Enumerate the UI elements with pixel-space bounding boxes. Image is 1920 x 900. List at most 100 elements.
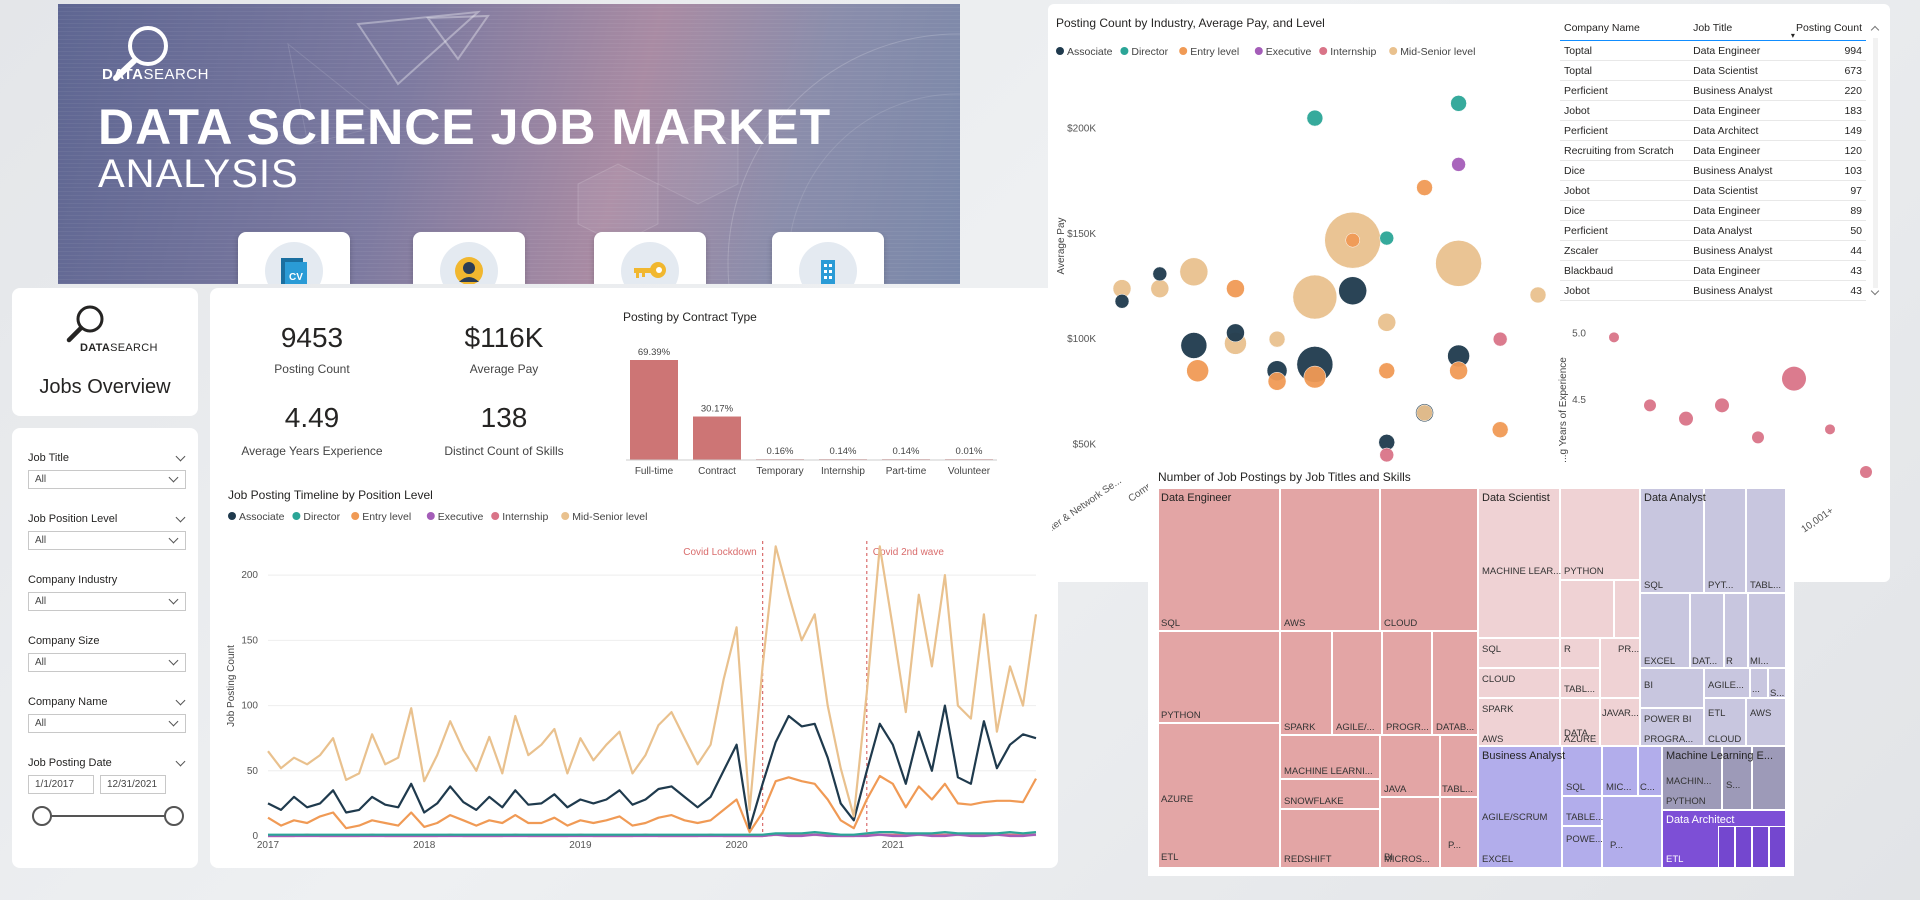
table-row[interactable]: Perficient Business Analyst 220 [1560, 80, 1866, 101]
treemap-cell[interactable] [1280, 735, 1380, 779]
treemap-cell[interactable] [1640, 593, 1690, 668]
treemap-cell[interactable] [1614, 580, 1640, 638]
table-row[interactable]: Zscaler Business Analyst 44 [1560, 240, 1866, 261]
table-row[interactable]: Dice Data Engineer 89 [1560, 200, 1866, 221]
table-row[interactable]: Dice Business Analyst 103 [1560, 160, 1866, 181]
treemap-cell[interactable] [1280, 809, 1380, 868]
scatter-point-entry [1226, 279, 1245, 298]
table-row[interactable]: Perficient Data Architect 149 [1560, 120, 1866, 141]
treemap-cell[interactable] [1562, 796, 1602, 826]
treemap-cell[interactable] [1704, 698, 1746, 746]
treemap-cell[interactable] [1724, 593, 1748, 668]
cv-nav-card[interactable]: CV [238, 232, 350, 284]
table-row[interactable]: Recruiting from Scratch Data Engineer 120 [1560, 140, 1866, 161]
treemap-cell[interactable] [1478, 638, 1560, 668]
treemap-cell[interactable] [1560, 488, 1640, 580]
treemap-cell[interactable] [1432, 631, 1478, 735]
treemap-cell[interactable] [1440, 735, 1478, 797]
chevron-down-icon[interactable] [175, 451, 186, 461]
chevron-down-icon[interactable] [175, 756, 186, 766]
building-nav-card[interactable] [772, 232, 884, 284]
chevron-down-icon[interactable] [175, 512, 186, 522]
table-row[interactable]: Toptal Data Scientist 673 [1560, 60, 1866, 81]
treemap-cell[interactable] [1158, 723, 1280, 868]
treemap-cell[interactable] [1560, 668, 1600, 698]
treemap-cell[interactable] [1640, 488, 1704, 593]
date-slider-end-handle[interactable] [164, 806, 184, 826]
end-date-input[interactable]: 12/31/2021 [100, 775, 166, 794]
treemap-cell[interactable] [1280, 488, 1380, 631]
treemap-cell[interactable] [1690, 593, 1724, 668]
table-row[interactable]: Jobot Data Scientist 97 [1560, 180, 1866, 201]
treemap-cell[interactable] [1748, 593, 1786, 668]
sort-desc-icon[interactable]: ▾ [1790, 31, 1795, 40]
chevron-down-icon[interactable] [175, 695, 186, 705]
table-row[interactable]: Perficient Data Analyst 50 [1560, 220, 1866, 241]
table-row[interactable]: Jobot Business Analyst 43 [1560, 280, 1866, 301]
treemap-cell[interactable] [1718, 826, 1735, 868]
bar-data-label: 0.14% [893, 446, 920, 457]
treemap-cell[interactable] [1280, 779, 1380, 809]
treemap-cell[interactable] [1440, 797, 1478, 868]
company-size-select[interactable]: All [28, 653, 186, 672]
treemap-cell[interactable] [1158, 488, 1280, 631]
treemap-cell[interactable] [1746, 698, 1786, 746]
scroll-down-icon[interactable] [1870, 286, 1880, 298]
treemap-cell[interactable] [1478, 698, 1560, 746]
treemap-cell[interactable] [1158, 631, 1280, 723]
treemap-cell[interactable] [1602, 746, 1638, 796]
treemap-cell[interactable] [1750, 668, 1768, 698]
date-slider-start-handle[interactable] [32, 806, 52, 826]
company-table-container[interactable]: Company Name Job Title Posting Count ▾ Topt… [1560, 18, 1878, 310]
treemap-cell[interactable] [1280, 631, 1332, 735]
treemap-cell[interactable] [1638, 746, 1662, 796]
table-header-posting-count[interactable]: Posting Count ▾ [1784, 18, 1866, 41]
bar-data-label: 0.01% [956, 446, 983, 457]
treemap-cell[interactable] [1746, 488, 1786, 593]
treemap-cell[interactable] [1704, 488, 1746, 593]
table-header-job-title[interactable]: Job Title [1689, 18, 1785, 41]
treemap-cell[interactable] [1722, 746, 1752, 810]
key-nav-card[interactable] [594, 232, 706, 284]
scroll-up-icon[interactable] [1870, 24, 1880, 35]
table-row[interactable]: Blackbaud Data Engineer 43 [1560, 260, 1866, 281]
table-cell: Business Analyst [1689, 280, 1785, 301]
company-name-select[interactable]: All [28, 714, 186, 733]
treemap-cell[interactable] [1662, 746, 1722, 810]
person-nav-card[interactable] [413, 232, 525, 284]
scatter-point-internship [1492, 331, 1508, 347]
treemap-cell[interactable] [1478, 668, 1560, 698]
treemap-cell[interactable] [1640, 708, 1704, 746]
treemap-cell[interactable] [1562, 746, 1602, 796]
treemap-cell[interactable] [1478, 746, 1562, 868]
treemap-cell[interactable] [1332, 631, 1382, 735]
treemap-cell[interactable] [1562, 826, 1602, 868]
table-row[interactable]: Toptal Data Engineer 994 [1560, 40, 1866, 61]
table-header-company-name[interactable]: Company Name [1560, 18, 1690, 41]
treemap-cell[interactable] [1600, 638, 1640, 698]
treemap-cell[interactable] [1769, 826, 1786, 868]
date-slider-track[interactable] [40, 815, 172, 817]
treemap-cell[interactable] [1478, 488, 1560, 638]
start-date-input[interactable]: 1/1/2017 [28, 775, 94, 794]
job-title-select[interactable]: All [28, 470, 186, 489]
treemap-cell[interactable] [1640, 668, 1704, 708]
treemap-cell[interactable] [1380, 735, 1440, 797]
treemap-cell[interactable] [1752, 826, 1769, 868]
treemap-cell[interactable] [1602, 796, 1662, 868]
treemap-cell[interactable] [1380, 797, 1440, 868]
table-scrollbar[interactable] [1873, 38, 1878, 288]
treemap-cell[interactable] [1560, 580, 1614, 638]
treemap-cell[interactable] [1600, 698, 1640, 746]
treemap-cell[interactable] [1380, 488, 1478, 631]
treemap-cell[interactable] [1704, 668, 1750, 698]
treemap-cell[interactable] [1735, 826, 1752, 868]
treemap-cell[interactable] [1768, 668, 1786, 698]
company-industry-select[interactable]: All [28, 592, 186, 611]
treemap-cell[interactable] [1382, 631, 1432, 735]
treemap-cell[interactable] [1560, 698, 1600, 746]
treemap-cell[interactable] [1560, 638, 1600, 668]
treemap-cell[interactable] [1752, 746, 1786, 810]
table-row[interactable]: Jobot Data Engineer 183 [1560, 100, 1866, 121]
job-position-level-select[interactable]: All [28, 531, 186, 550]
